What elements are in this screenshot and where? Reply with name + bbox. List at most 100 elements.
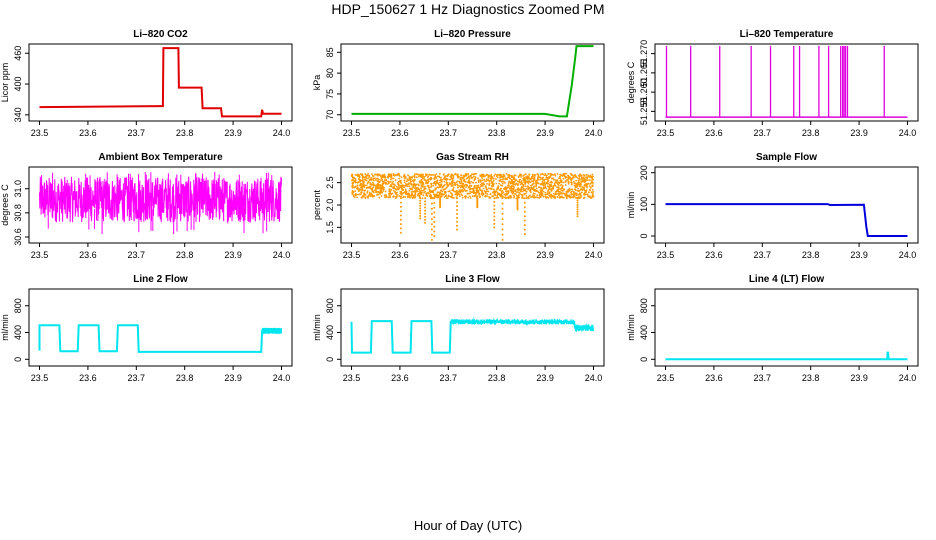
scatter-point — [499, 174, 501, 177]
scatter-point — [552, 178, 555, 181]
scatter-point — [522, 183, 525, 186]
scatter-point — [422, 189, 424, 192]
scatter-point — [591, 175, 594, 178]
scatter-point — [508, 180, 511, 183]
scatter-point — [419, 202, 422, 205]
scatter-point — [418, 175, 420, 178]
scatter-point — [358, 190, 360, 193]
scatter-point — [443, 196, 446, 198]
scatter-point — [454, 193, 457, 196]
scatter-point — [493, 204, 496, 207]
scatter-point — [489, 187, 491, 190]
scatter-point — [470, 191, 473, 194]
scatter-point — [401, 184, 403, 187]
scatter-point — [524, 179, 527, 182]
scatter-point — [420, 187, 422, 190]
scatter-point — [392, 189, 395, 192]
scatter-point — [361, 179, 363, 182]
scatter-point — [393, 183, 395, 186]
scatter-point — [402, 196, 404, 199]
chart-panel: Ambient Box Temperature 23.5 23.6 23.7 23.8 2… — [0, 152, 293, 260]
chart-panel: Gas Stream RH 23.5 23.6 23.7 23.8 23.9 24.0 1.5… — [312, 152, 605, 260]
scatter-point — [576, 215, 579, 218]
scatter-point — [443, 193, 445, 196]
scatter-point — [404, 184, 406, 187]
scatter-point — [448, 182, 451, 185]
scatter-point — [517, 194, 520, 197]
scatter-point — [432, 189, 435, 192]
scatter-point — [546, 177, 549, 179]
scatter-point — [462, 179, 465, 182]
scatter-point — [439, 197, 442, 200]
scatter-point — [430, 218, 433, 221]
scatter-point — [436, 175, 439, 178]
chart-title: Li–820 Temperature — [740, 29, 834, 40]
scatter-point — [439, 172, 441, 175]
scatter-point — [552, 192, 555, 195]
scatter-point — [586, 195, 589, 197]
scatter-point — [433, 197, 436, 200]
scatter-point — [563, 181, 565, 184]
scatter-point — [420, 176, 423, 179]
scatter-point — [510, 196, 513, 198]
scatter-point — [469, 187, 472, 190]
scatter-point — [590, 191, 593, 194]
chart-title: Line 4 (LT) Flow — [749, 274, 825, 285]
scatter-point — [383, 181, 386, 184]
scatter-point — [535, 187, 538, 190]
scatter-point — [504, 194, 507, 197]
scatter-point — [554, 173, 556, 176]
scatter-point — [371, 194, 374, 196]
scatter-point — [410, 176, 413, 179]
scatter-point — [406, 178, 409, 181]
scatter-point — [430, 223, 433, 226]
x-tick-label: 23.5 — [31, 128, 49, 138]
scatter-point — [398, 177, 401, 180]
scatter-point — [404, 191, 407, 194]
scatter-point — [467, 176, 470, 179]
scatter-point — [571, 188, 573, 191]
scatter-point — [357, 188, 360, 190]
scatter-point — [479, 179, 482, 182]
scatter-point — [358, 184, 361, 187]
scatter-point — [427, 185, 430, 187]
scatter-point — [475, 193, 477, 196]
scatter-point — [564, 184, 567, 187]
scatter-point — [413, 190, 415, 193]
scatter-point — [559, 191, 561, 193]
scatter-point — [575, 186, 578, 189]
y-tick-label: 30.8 — [13, 204, 23, 222]
scatter-point — [559, 175, 561, 178]
y-tick-label: 460 — [13, 46, 23, 61]
scatter-point — [406, 183, 409, 186]
scatter-point — [351, 193, 354, 196]
scatter-point — [542, 195, 545, 198]
scatter-point — [436, 195, 439, 198]
scatter-point — [504, 182, 506, 184]
scatter-point — [485, 180, 488, 183]
scatter-point — [588, 185, 591, 188]
y-axis-label: ml/min — [312, 314, 322, 341]
scatter-point — [371, 189, 374, 192]
scatter-point — [584, 184, 587, 187]
scatter-point — [544, 191, 547, 194]
scatter-point — [465, 186, 467, 189]
scatter-point — [518, 180, 520, 183]
scatter-point — [559, 181, 562, 184]
scatter-point — [565, 197, 568, 200]
scatter-point — [584, 191, 586, 194]
scatter-point — [502, 175, 505, 178]
x-tick-label: 24.0 — [899, 373, 917, 383]
y-tick-label: 800 — [13, 298, 23, 313]
scatter-point — [526, 197, 528, 200]
scatter-point — [380, 187, 383, 190]
scatter-point — [581, 179, 584, 182]
scatter-point — [358, 177, 360, 180]
scatter-point — [492, 181, 494, 183]
scatter-point — [542, 176, 545, 179]
data-layer — [39, 172, 282, 235]
scatter-point — [576, 176, 578, 179]
scatter-point — [459, 176, 462, 179]
scatter-point — [493, 193, 496, 196]
scatter-point — [493, 222, 496, 225]
